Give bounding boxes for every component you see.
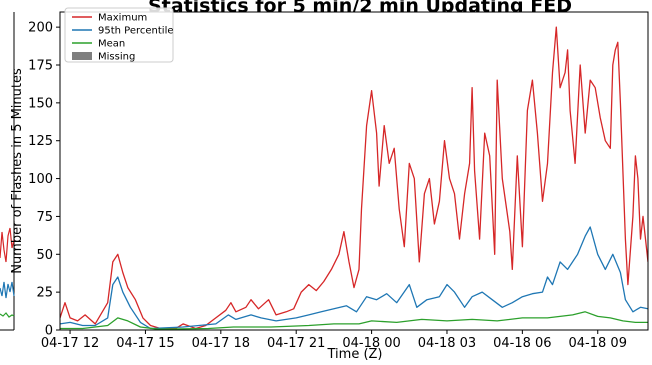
- legend-label-95th-percentile: 95th Percentile: [98, 26, 174, 37]
- y-tick-label: 150: [28, 96, 53, 111]
- adjacent-panel: [0, 12, 15, 331]
- x-axis: 04-17 12 04-17 15 04-17 18 04-17 21 04-18 00…: [41, 330, 627, 351]
- legend-label-mean: Mean: [98, 39, 125, 50]
- legend-swatch-missing: [72, 52, 92, 60]
- x-tick-label: 04-17 12: [41, 336, 99, 351]
- y-tick-label: 25: [36, 286, 53, 301]
- series-line-mean: [60, 311, 648, 330]
- y-tick-label: 0: [45, 324, 53, 339]
- y-tick-label: 125: [28, 134, 53, 149]
- x-tick-label: 04-18 03: [418, 336, 476, 351]
- plot-frame: [59, 11, 649, 331]
- x-tick-label: 04-18 00: [342, 336, 400, 351]
- legend-label-missing: Missing: [98, 52, 135, 63]
- x-tick-label: 04-18 09: [569, 336, 627, 351]
- plot-series: [60, 26, 648, 330]
- x-tick-label: 04-18 06: [493, 336, 551, 351]
- y-tick-label: 75: [36, 210, 53, 225]
- y-tick-label: 100: [28, 172, 53, 187]
- y-tick-label: 175: [28, 59, 53, 74]
- legend-box: [64, 7, 174, 63]
- series-line-maximum: [60, 26, 648, 330]
- x-tick-label: 04-17 21: [267, 336, 325, 351]
- legend-label-maximum: Maximum: [98, 13, 147, 24]
- legend: Maximum 95th Percentile Mean Missing: [64, 7, 174, 63]
- y-tick-label: 200: [28, 21, 53, 36]
- x-tick-label: 04-17 15: [116, 336, 174, 351]
- y-tick-label: 50: [36, 248, 53, 263]
- chart-title: Statistics for 5 min/2 min Updating FED: [148, 0, 572, 17]
- x-tick-label: 04-17 18: [192, 336, 250, 351]
- y-axis: 0 25 50 75 100 125 150 175 200: [28, 21, 60, 339]
- series-line-95th-percentile: [60, 226, 648, 330]
- x-axis-label: Time (Z): [327, 347, 383, 361]
- y-axis-label: Number of Flashes in 5 Minutes: [10, 68, 25, 274]
